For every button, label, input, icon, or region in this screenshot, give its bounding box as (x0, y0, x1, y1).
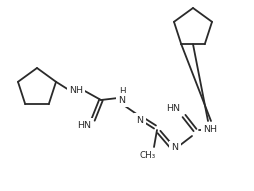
Text: N: N (136, 116, 144, 125)
Text: N: N (171, 143, 179, 152)
Text: HN: HN (77, 121, 91, 129)
Text: N: N (119, 96, 125, 104)
Text: H: H (119, 87, 125, 96)
Text: HN: HN (166, 104, 180, 112)
Text: NH: NH (69, 86, 83, 95)
Text: CH₃: CH₃ (140, 151, 156, 159)
Text: NH: NH (203, 125, 217, 134)
